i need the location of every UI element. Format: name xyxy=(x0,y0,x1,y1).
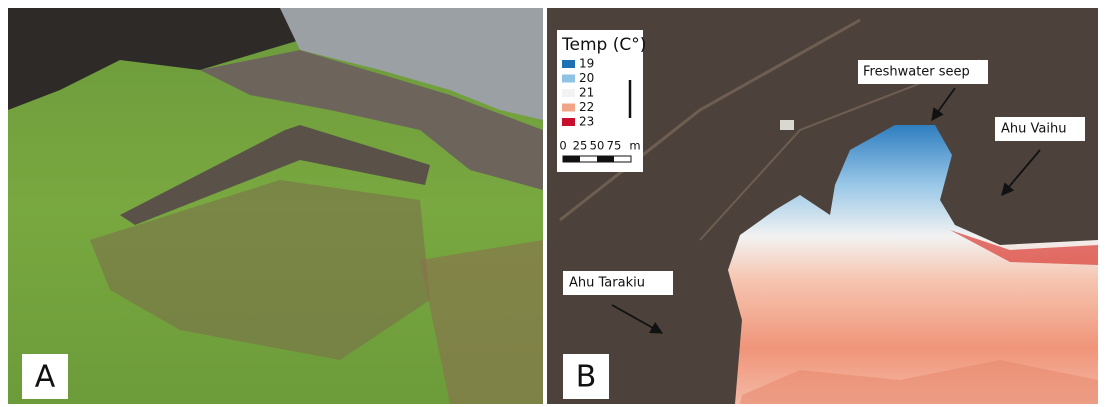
legend-label: 20 xyxy=(579,71,594,85)
annotation: Freshwater seep xyxy=(863,65,970,80)
legend-label: 21 xyxy=(579,86,594,100)
scale-label: 75 xyxy=(607,139,622,153)
legend-swatch xyxy=(562,118,575,126)
annotation: Ahu Tarakiu xyxy=(569,276,645,291)
panel-label: A xyxy=(35,360,56,395)
legend-title: Temp (C°) xyxy=(561,35,646,55)
panel-a: A xyxy=(8,8,543,404)
scale-bar xyxy=(597,156,614,162)
figure: A Temp (C°) Freshwater seep Ahu Vaihu Ah… xyxy=(0,0,1106,407)
building xyxy=(780,120,794,130)
legend-label: 23 xyxy=(579,115,594,129)
legend-label: 19 xyxy=(579,57,594,71)
scale-label: 0 xyxy=(559,139,566,153)
scale-bar xyxy=(563,156,580,162)
annotation: Ahu Vaihu xyxy=(1001,122,1066,137)
legend-label: 22 xyxy=(579,100,594,114)
scale-unit: m xyxy=(629,139,640,153)
scale-label: 25 xyxy=(573,139,588,153)
legend-swatch xyxy=(562,89,575,97)
legend-swatch xyxy=(562,104,575,112)
panel-b: Temp (C°) Freshwater seep Ahu Vaihu Ahu … xyxy=(547,8,1098,404)
legend-swatch xyxy=(562,60,575,68)
page: {"panels": [ {"label": "A"}, {"label": "… xyxy=(0,0,1106,407)
panel-label: B xyxy=(576,360,597,395)
legend-swatch xyxy=(562,75,575,83)
scale-label: 50 xyxy=(590,139,605,153)
